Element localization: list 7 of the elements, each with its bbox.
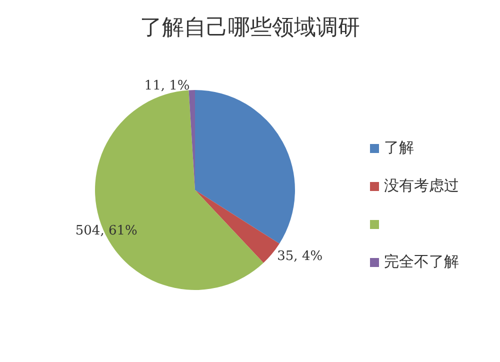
data-label: 504, 61%	[75, 224, 138, 239]
chart-title: 了解自己哪些领域调研	[140, 16, 360, 40]
data-label: 11, 1%	[144, 78, 190, 94]
legend-label: 完全不了解	[384, 252, 459, 270]
legend-label: 没有考虑过	[384, 176, 459, 194]
legend-label: 了解	[384, 138, 414, 156]
data-label: 35, 4%	[277, 248, 323, 264]
